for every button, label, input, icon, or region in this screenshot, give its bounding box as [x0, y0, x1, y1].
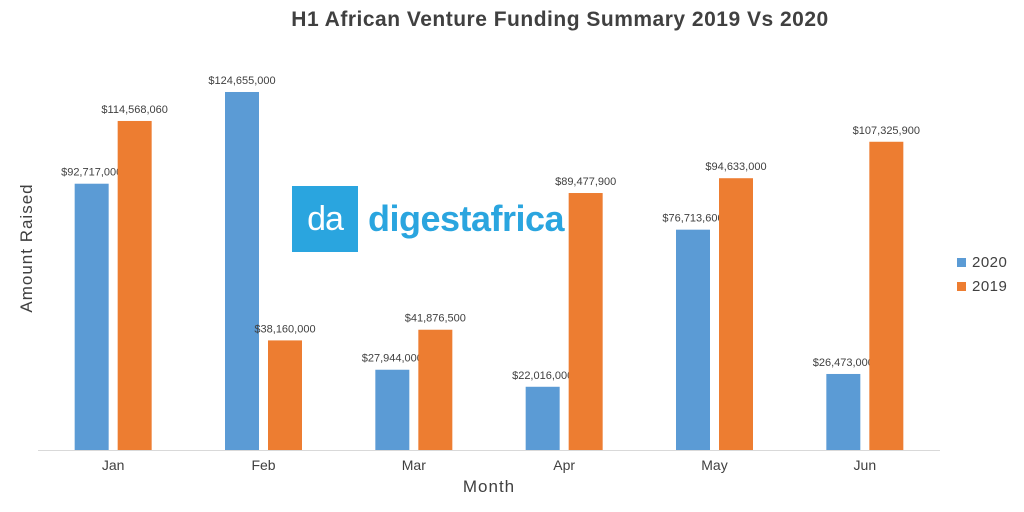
- data-label-2020-jun: $26,473,000: [813, 357, 874, 369]
- legend-label-2020: 2020: [972, 253, 1008, 271]
- data-label-2020-jan: $92,717,000: [61, 167, 122, 179]
- bar-2019-feb: [268, 340, 302, 450]
- data-label-2019-may: $94,633,000: [705, 161, 766, 173]
- x-tick-label-apr: Apr: [553, 457, 575, 473]
- x-tick-label-mar: Mar: [402, 457, 426, 473]
- legend: 2020 2019: [957, 250, 1007, 298]
- x-tick-label-feb: Feb: [251, 457, 275, 473]
- data-label-2019-feb: $38,160,000: [254, 323, 315, 335]
- bar-2020-mar: [375, 369, 410, 450]
- digestafrica-watermark-logo: da digestafrica: [292, 186, 565, 252]
- legend-item-2019: 2019: [957, 274, 1007, 298]
- x-axis-label: Month: [462, 477, 516, 496]
- bar-2019-jan: [117, 120, 152, 450]
- data-label-2020-feb: $124,655,000: [208, 75, 275, 87]
- data-label-2019-jun: $107,325,900: [853, 125, 920, 137]
- legend-label-2019: 2019: [972, 277, 1008, 295]
- legend-swatch-2020: [957, 257, 966, 267]
- bar-2020-may: [676, 229, 710, 450]
- x-tick-label-jan: Jan: [102, 457, 125, 473]
- bar-2019-mar: [418, 329, 453, 450]
- bar-2019-jun: [869, 141, 904, 450]
- y-axis-label: Amount Raised: [17, 183, 36, 313]
- bar-2020-apr: [525, 386, 560, 450]
- data-label-2020-may: $76,713,600: [662, 213, 723, 225]
- data-label-2020-mar: $27,944,000: [362, 353, 423, 365]
- bar-2020-jan: [74, 183, 109, 450]
- legend-item-2020: 2020: [957, 250, 1007, 274]
- logo-mark: da: [292, 186, 358, 252]
- legend-swatch-2019: [957, 281, 966, 291]
- data-label-2019-mar: $41,876,500: [405, 313, 466, 325]
- data-label-2019-apr: $89,477,900: [555, 176, 616, 188]
- data-label-2019-jan: $114,568,060: [101, 104, 167, 116]
- logo-wordmark: digestafrica: [368, 198, 565, 239]
- x-tick-label-jun: Jun: [854, 457, 877, 473]
- data-label-2020-apr: $22,016,000: [512, 370, 573, 382]
- bar-2020-jun: [826, 373, 861, 450]
- bar-2019-apr: [568, 193, 603, 450]
- bar-2020-feb: [225, 91, 259, 450]
- bar-2019-may: [719, 178, 753, 450]
- x-tick-label-may: May: [701, 457, 727, 473]
- chart-title: H1 African Venture Funding Summary 2019 …: [291, 8, 829, 31]
